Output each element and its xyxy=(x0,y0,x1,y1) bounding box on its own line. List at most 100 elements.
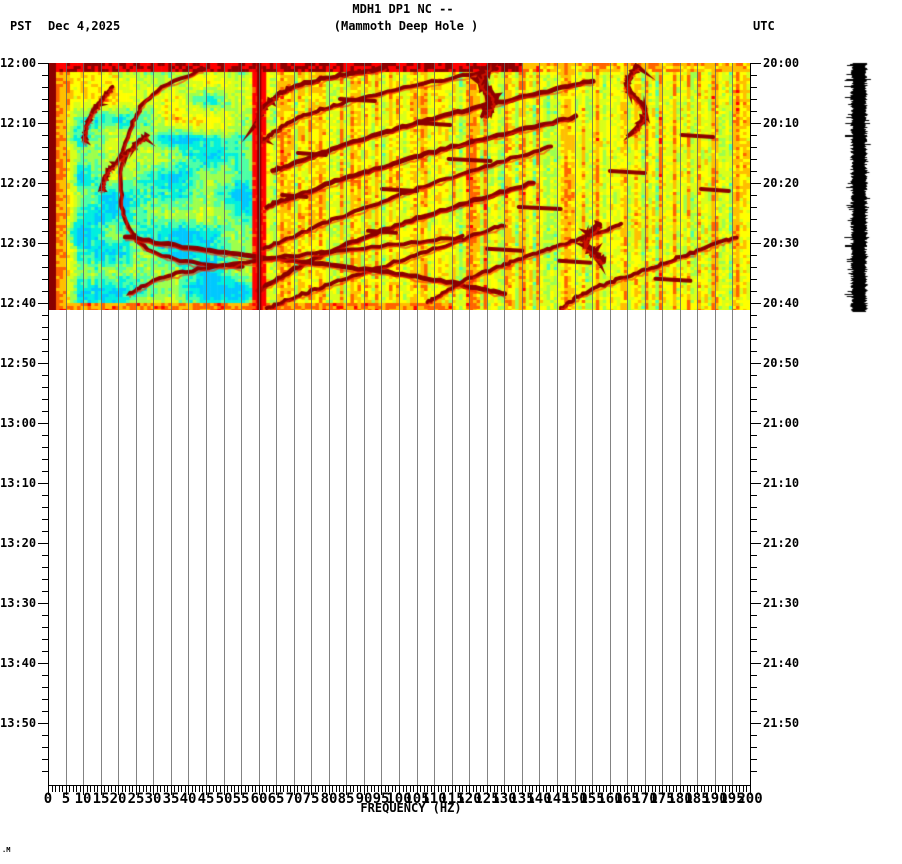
freq-tick xyxy=(188,786,189,795)
freq-tick-label: 155 xyxy=(579,791,605,807)
freq-tick xyxy=(66,786,67,795)
freq-tick xyxy=(750,786,751,795)
freq-tick-label: 65 xyxy=(267,791,285,807)
freq-tick xyxy=(367,786,368,792)
freq-tick xyxy=(525,786,526,792)
freq-gridline xyxy=(469,63,470,785)
freq-tick xyxy=(420,786,421,792)
freq-tick xyxy=(620,786,621,792)
freq-tick xyxy=(452,786,453,795)
right-time-tick xyxy=(751,147,757,148)
right-time-tick xyxy=(751,615,757,616)
freq-tick xyxy=(178,786,179,792)
right-time-tick xyxy=(751,735,757,736)
freq-tick xyxy=(276,786,277,795)
freq-tick xyxy=(336,786,337,792)
left-time-tick xyxy=(42,627,48,628)
freq-tick xyxy=(101,786,102,795)
left-time-tick xyxy=(38,483,48,484)
freq-tick xyxy=(697,786,698,795)
left-time-tick xyxy=(38,123,48,124)
right-time-tick xyxy=(751,303,761,304)
freq-tick xyxy=(262,786,263,792)
freq-tick-label: 115 xyxy=(439,791,465,807)
freq-tick xyxy=(739,786,740,792)
right-time-tick xyxy=(751,423,761,424)
freq-tick xyxy=(332,786,333,792)
right-time-tick xyxy=(751,627,757,628)
left-time-tick xyxy=(42,759,48,760)
right-time-tick xyxy=(751,171,757,172)
left-time-tick xyxy=(42,411,48,412)
freq-tick xyxy=(136,786,137,795)
freq-tick xyxy=(704,786,705,792)
freq-tick xyxy=(350,786,351,792)
freq-tick xyxy=(104,786,105,792)
freq-gridline xyxy=(206,63,207,785)
freq-tick xyxy=(343,786,344,792)
watermark: .M xyxy=(2,846,11,854)
freq-tick xyxy=(599,786,600,792)
freq-tick xyxy=(157,786,158,792)
freq-tick xyxy=(94,786,95,792)
freq-tick-label: 130 xyxy=(491,791,517,807)
freq-tick-label: 30 xyxy=(144,791,162,807)
freq-tick xyxy=(715,786,716,795)
right-time-tick xyxy=(751,387,757,388)
right-time-tick xyxy=(751,723,761,724)
freq-tick xyxy=(371,786,372,792)
freq-gridline xyxy=(434,63,435,785)
left-time-tick xyxy=(38,423,48,424)
freq-tick xyxy=(518,786,519,792)
page-subtitle: (Mammoth Deep Hole ) xyxy=(333,19,479,33)
right-time-tick xyxy=(751,219,757,220)
freq-tick xyxy=(546,786,547,792)
left-time-tick xyxy=(42,699,48,700)
freq-tick xyxy=(364,786,365,795)
freq-tick xyxy=(241,786,242,795)
freq-tick xyxy=(718,786,719,792)
freq-tick xyxy=(417,786,418,795)
right-time-tick xyxy=(751,351,757,352)
seismic-trace-canvas xyxy=(844,62,878,314)
timezone-left-label: PST xyxy=(10,19,32,33)
right-time-tick xyxy=(751,63,761,64)
freq-tick xyxy=(87,786,88,792)
freq-tick xyxy=(596,786,597,792)
freq-gridline xyxy=(83,63,84,785)
freq-gridline xyxy=(364,63,365,785)
left-time-tick xyxy=(42,687,48,688)
right-time-tick xyxy=(751,567,757,568)
left-time-label: 12:30 xyxy=(0,236,37,250)
left-time-tick xyxy=(42,591,48,592)
freq-tick xyxy=(592,786,593,795)
freq-tick xyxy=(694,786,695,792)
freq-tick xyxy=(434,786,435,795)
freq-tick xyxy=(80,786,81,792)
freq-tick-label: 45 xyxy=(197,791,215,807)
freq-tick xyxy=(571,786,572,792)
freq-tick-label: 180 xyxy=(667,791,693,807)
freq-tick xyxy=(638,786,639,792)
freq-gridline xyxy=(645,63,646,785)
freq-tick xyxy=(676,786,677,792)
freq-tick xyxy=(353,786,354,792)
left-time-tick xyxy=(42,99,48,100)
freq-tick xyxy=(308,786,309,792)
freq-tick xyxy=(150,786,151,792)
freq-tick xyxy=(83,786,84,795)
freq-tick xyxy=(701,786,702,792)
freq-tick xyxy=(62,786,63,792)
left-time-tick xyxy=(42,291,48,292)
freq-tick-label: 175 xyxy=(649,791,675,807)
freq-tick xyxy=(171,786,172,795)
freq-tick xyxy=(522,786,523,795)
freq-tick xyxy=(466,786,467,792)
freq-tick-label: 70 xyxy=(285,791,303,807)
freq-tick xyxy=(357,786,358,792)
right-time-label: 21:00 xyxy=(763,416,800,430)
freq-tick xyxy=(245,786,246,792)
freq-tick xyxy=(746,786,747,792)
freq-gridline xyxy=(276,63,277,785)
freq-tick xyxy=(508,786,509,792)
